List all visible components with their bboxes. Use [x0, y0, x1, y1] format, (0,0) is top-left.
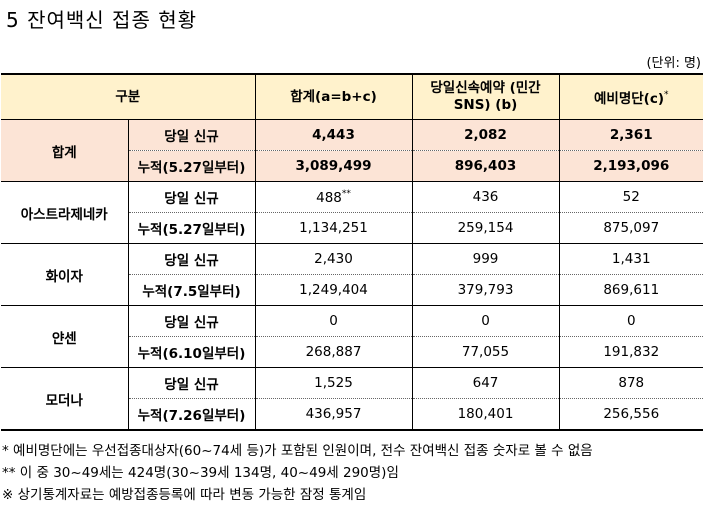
table-header-row: 구분 합계(a=b+c) 당일신속예약 (민간 SNS) (b) 예비명단(c)… — [1, 73, 703, 120]
table-row: 얀센 당일 신규 0 0 0 — [1, 305, 703, 368]
total-value: 1,134,251 — [299, 220, 368, 236]
header-sns-line2: SNS) (b) — [453, 97, 518, 113]
group-label: 아스트라제네카 — [1, 181, 129, 244]
row-label: 당일 신규 — [128, 119, 256, 151]
header-reserve-label: 예비명단(c) — [593, 90, 665, 107]
row-label: 당일 신규 — [128, 367, 256, 399]
reserve-value: 52 — [559, 181, 703, 213]
reserve-value: 1,431 — [559, 243, 703, 275]
reserve-value: 2,361 — [559, 119, 703, 151]
table-row: 모더나 당일 신규 1,525 647 878 — [1, 367, 703, 431]
total-value: 3,089,499 — [295, 158, 372, 174]
total-value: 268,887 — [305, 344, 362, 360]
header-total: 합계(a=b+c) — [254, 73, 413, 120]
table-row: 합계 당일 신규 4,443 2,082 2,361 — [1, 119, 703, 182]
reserve-value: 878 — [559, 367, 703, 399]
vaccination-table: 구분 합계(a=b+c) 당일신속예약 (민간 SNS) (b) 예비명단(c)… — [1, 73, 703, 431]
total-cell: 1,249,404 — [255, 274, 413, 306]
row-label: 누적(6.10일부터) — [128, 336, 256, 368]
total-cell: 436,957 — [255, 398, 413, 431]
header-sns: 당일신속예약 (민간 SNS) (b) — [411, 73, 560, 120]
sns-value: 896,403 — [412, 150, 560, 182]
sns-value: 2,082 — [412, 119, 560, 151]
table-row: 누적(5.27일부터) 3,089,499 896,403 2,193,096 — [1, 150, 703, 182]
row-label: 당일 신규 — [128, 243, 256, 275]
group-label: 얀센 — [1, 305, 129, 368]
footnote: ※ 상기통계자료는 예방접종등록에 따라 변동 가능한 잠정 통계임 — [2, 487, 367, 503]
footnote: ** 이 중 30~49세는 424명(30~39세 134명, 40~49세 … — [2, 465, 399, 481]
total-cell: 4,443 — [255, 119, 413, 151]
header-reserve-mark: * — [664, 89, 669, 100]
footnote: * 예비명단에는 우선접종대상자(60~74세 등)가 포함된 인원이며, 전수… — [2, 443, 593, 459]
unit-label: (단위: 명) — [646, 56, 701, 71]
table-row: 누적(7.5일부터) 1,249,404 379,793 869,611 — [1, 274, 703, 306]
total-cell: 1,134,251 — [255, 212, 413, 244]
row-label: 누적(5.27일부터) — [128, 212, 256, 244]
header-sns-line1: 당일신속예약 (민간 — [430, 80, 541, 96]
total-value: 2,430 — [314, 251, 353, 267]
sns-value: 77,055 — [412, 336, 560, 368]
total-value: 1,249,404 — [299, 282, 368, 298]
row-label: 누적(5.27일부터) — [128, 150, 256, 182]
total-cell: 2,430 — [255, 243, 413, 275]
total-value: 488 — [316, 189, 342, 206]
total-cell: 3,089,499 — [255, 150, 413, 182]
group-label: 모더나 — [1, 367, 129, 431]
page-title: 5 잔여백신 접종 현황 — [6, 8, 197, 32]
sns-value: 259,154 — [412, 212, 560, 244]
total-value: 1,525 — [314, 375, 353, 391]
total-value: 4,443 — [312, 127, 355, 143]
row-label: 당일 신규 — [128, 181, 256, 213]
total-cell: 268,887 — [255, 336, 413, 368]
reserve-value: 0 — [559, 305, 703, 337]
total-value: 436,957 — [305, 406, 362, 422]
table-row: 누적(5.27일부터) 1,134,251 259,154 875,097 — [1, 212, 703, 244]
total-value: 0 — [329, 313, 338, 329]
sns-value: 647 — [412, 367, 560, 399]
group-label: 화이자 — [1, 243, 129, 306]
row-label: 누적(7.5일부터) — [128, 274, 256, 306]
table-row: 누적(6.10일부터) 268,887 77,055 191,832 — [1, 336, 703, 368]
reserve-value: 875,097 — [559, 212, 703, 244]
sns-value: 436 — [412, 181, 560, 213]
reserve-value: 191,832 — [559, 336, 703, 368]
table-body: 합계 당일 신규 4,443 2,082 2,361 누적(5.27일부터) 3,089,4… — [1, 119, 703, 431]
footnotes: * 예비명단에는 우선접종대상자(60~74세 등)가 포함된 인원이며, 전수… — [2, 440, 593, 506]
table-row: 화이자 당일 신규 2,430 999 1,431 — [1, 243, 703, 306]
total-cell: 488** — [255, 181, 413, 213]
row-label: 누적(7.26일부터) — [128, 398, 256, 431]
header-reserve: 예비명단(c)* — [558, 73, 703, 120]
total-cell: 1,525 — [255, 367, 413, 399]
total-footnote-mark: ** — [341, 188, 351, 199]
group-label: 합계 — [1, 119, 129, 182]
total-cell: 0 — [255, 305, 413, 337]
table-row: 누적(7.26일부터) 436,957 180,401 256,556 — [1, 398, 703, 431]
sns-value: 180,401 — [412, 398, 560, 431]
reserve-value: 2,193,096 — [559, 150, 703, 182]
row-label: 당일 신규 — [128, 305, 256, 337]
sns-value: 379,793 — [412, 274, 560, 306]
header-category: 구분 — [1, 73, 256, 120]
reserve-value: 256,556 — [559, 398, 703, 431]
table-row: 아스트라제네카 당일 신규 488** 436 52 — [1, 181, 703, 244]
reserve-value: 869,611 — [559, 274, 703, 306]
sns-value: 999 — [412, 243, 560, 275]
sns-value: 0 — [412, 305, 560, 337]
